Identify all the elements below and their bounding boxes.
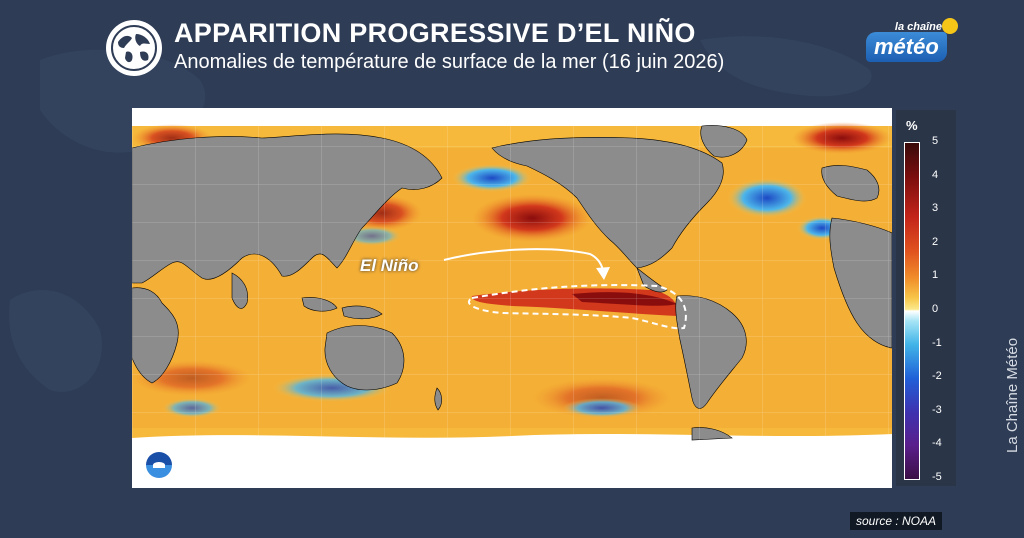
sun-icon — [942, 18, 958, 34]
legend-tick-label: -4 — [932, 437, 942, 450]
legend-tick-label: 3 — [932, 202, 939, 215]
legend-tick-label: 4 — [932, 168, 939, 181]
page-subtitle: Anomalies de température de surface de l… — [174, 51, 725, 73]
logo-small-text: la chaîne — [894, 21, 942, 33]
el-nino-arrow — [443, 248, 605, 275]
legend-tick-label: 1 — [932, 269, 939, 282]
legend-tick-label: 5 — [932, 135, 939, 147]
map-grid — [132, 108, 892, 488]
noaa-logo-icon — [142, 448, 176, 482]
credit-label: La Chaîne Météo — [1004, 337, 1021, 453]
source-label: source : NOAA — [850, 512, 943, 530]
globe-icon — [106, 20, 162, 76]
legend-tick-label: -5 — [932, 471, 942, 483]
legend-tick-label: -2 — [932, 370, 942, 383]
sst-anomaly-map — [132, 108, 892, 488]
legend-unit: % — [906, 118, 918, 133]
legend-tick-label: 0 — [932, 303, 939, 315]
el-nino-outline — [467, 284, 687, 330]
el-nino-label: El Niño — [360, 256, 419, 275]
color-legend: % 5 4 3 2 1 0 -1 -2 -3 -4 -5 — [896, 110, 956, 486]
legend-tick-label: -1 — [932, 336, 942, 349]
page-title: APPARITION PROGRESSIVE D’EL NIÑO — [174, 18, 696, 48]
logo-main-text: météo — [866, 32, 947, 62]
map-graphic — [132, 108, 892, 488]
arrow-head-icon — [596, 267, 610, 280]
legend-tick-label: 2 — [932, 235, 939, 248]
legend-tick-label: -3 — [932, 403, 942, 416]
brand-logo[interactable]: la chaîne météo — [864, 18, 960, 70]
legend-colorbar — [904, 142, 920, 480]
